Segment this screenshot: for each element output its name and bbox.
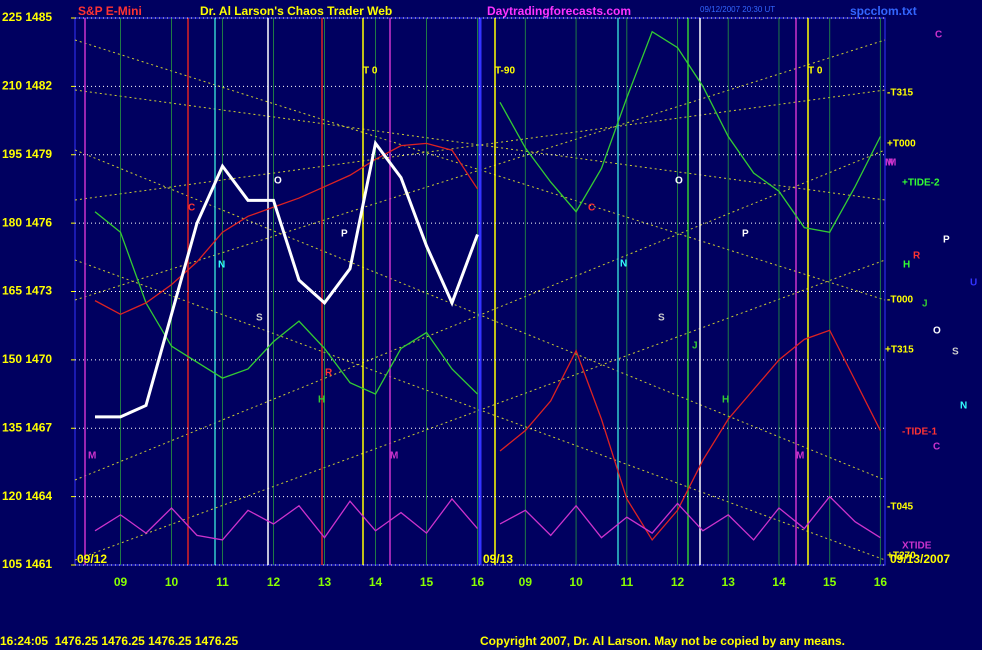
right-label: O xyxy=(933,326,941,337)
site-name: Daytradingforecasts.com xyxy=(487,4,631,18)
right-label: -T000 xyxy=(887,295,914,306)
y-tick-label: 165 1473 xyxy=(2,284,52,298)
y-tick-label: 225 1485 xyxy=(2,10,52,24)
right-label: XTIDE xyxy=(902,541,932,552)
x-tick-label: 10 xyxy=(165,575,179,589)
right-label: U xyxy=(970,278,977,289)
chart-title: S&P E-Mini xyxy=(78,4,142,18)
annotation: C xyxy=(188,203,195,214)
annotation: H xyxy=(318,395,325,406)
y-tick-label: 105 1461 xyxy=(2,557,52,571)
annotation: T 0 xyxy=(363,66,378,77)
right-label: P xyxy=(943,235,950,246)
y-tick-label: 210 1482 xyxy=(2,79,52,93)
end-date: 09/13/2007 xyxy=(890,552,950,566)
x-tick-label: 15 xyxy=(823,575,837,589)
series-line xyxy=(94,142,881,542)
x-tick-label: 16 xyxy=(874,575,888,589)
y-tick-label: 150 1470 xyxy=(2,352,52,366)
right-label: -T045 xyxy=(887,502,914,513)
x-tick-label: 12 xyxy=(267,575,281,589)
diagonal xyxy=(74,149,886,481)
x-tick-label: 11 xyxy=(216,575,229,589)
annotation: R xyxy=(325,368,333,379)
timestamp: 09/12/2007 20:30 UT xyxy=(700,5,775,14)
right-label: J xyxy=(922,299,928,310)
annotation: M xyxy=(888,158,896,169)
right-label: N xyxy=(960,401,967,412)
x-tick-label: 09 xyxy=(114,575,128,589)
right-label: +T270 xyxy=(887,551,916,562)
series-line xyxy=(95,139,479,419)
y-tick-label: 120 1464 xyxy=(2,489,52,503)
date-label: 09/13 xyxy=(483,552,513,566)
annotation: P xyxy=(742,229,749,240)
x-tick-label: 16 xyxy=(471,575,485,589)
annotation: M xyxy=(88,451,96,462)
x-tick-label: 13 xyxy=(722,575,736,589)
annotation: N xyxy=(218,260,225,271)
annotation: S xyxy=(256,313,263,324)
x-tick-label: 14 xyxy=(369,575,383,589)
x-tick-label: 09 xyxy=(519,575,533,589)
right-label: -T315 xyxy=(887,88,914,99)
right-label: H xyxy=(903,260,910,271)
right-label: C xyxy=(933,442,940,453)
annotation: J xyxy=(692,341,698,352)
file-name: spcclom.txt xyxy=(850,4,917,18)
annotation: C xyxy=(588,203,595,214)
x-tick-label: 11 xyxy=(620,575,633,589)
x-tick-label: 13 xyxy=(318,575,332,589)
annotation: O xyxy=(675,176,683,187)
y-tick-label: 180 1476 xyxy=(2,215,52,229)
right-label: R xyxy=(913,251,921,262)
annotation: M xyxy=(796,451,804,462)
right-label: -TIDE-1 xyxy=(902,427,937,438)
annotation: T-90 xyxy=(495,66,515,77)
series-line xyxy=(94,30,881,395)
right-label: +T000 xyxy=(887,139,916,150)
x-tick-label: 15 xyxy=(420,575,434,589)
annotation: O xyxy=(274,176,282,187)
annotation: N xyxy=(620,259,627,270)
right-label: S xyxy=(952,347,959,358)
right-label: +TIDE-2 xyxy=(902,178,940,189)
right-label: +T315 xyxy=(885,345,914,356)
annotation: M xyxy=(390,451,398,462)
diagonal xyxy=(74,89,886,201)
copyright: Copyright 2007, Dr. Al Larson. May not b… xyxy=(480,634,845,648)
diagonal xyxy=(74,149,886,481)
series-line xyxy=(94,495,881,541)
diagonal xyxy=(74,89,886,201)
chart-subtitle: Dr. Al Larson's Chaos Trader Web xyxy=(200,4,392,18)
x-tick-label: 12 xyxy=(671,575,685,589)
y-tick-label: 195 1479 xyxy=(2,147,52,161)
y-tick-label: 135 1467 xyxy=(2,420,52,434)
date-label: 09/12 xyxy=(77,552,107,566)
annotation: P xyxy=(341,229,348,240)
x-tick-label: 14 xyxy=(772,575,786,589)
right-label: M xyxy=(885,158,893,169)
annotation: T 0 xyxy=(808,66,823,77)
x-tick-label: 10 xyxy=(569,575,583,589)
quote-line: 16:24:05 1476.25 1476.25 1476.25 1476.25 xyxy=(0,634,239,648)
right-label: C xyxy=(935,30,942,41)
annotation: S xyxy=(658,313,665,324)
annotation: H xyxy=(722,395,729,406)
